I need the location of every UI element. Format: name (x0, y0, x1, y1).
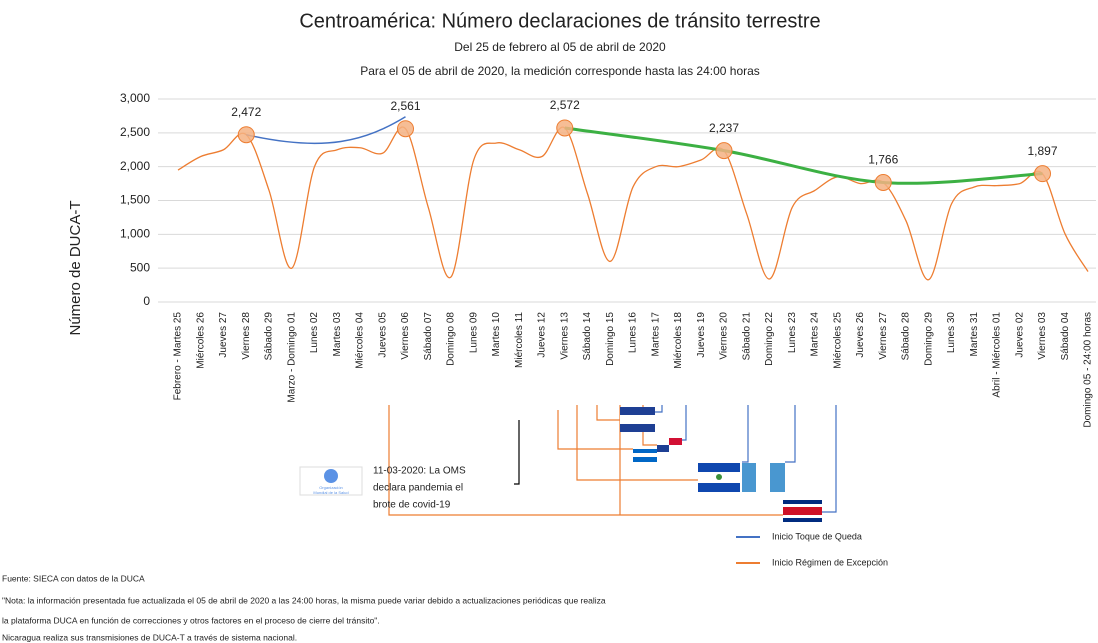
x-tick-label: Martes 03 (332, 312, 343, 357)
chart-note: Para el 05 de abril de 2020, la medición… (360, 64, 760, 78)
x-tick-label: Viernes 13 (559, 312, 570, 360)
annotation: brote de covid-19 (373, 500, 451, 511)
x-tick-label: Viernes 28 (241, 312, 252, 360)
x-tick-label: Domingo 05 - 24:00 horas (1083, 312, 1094, 428)
chart-subtitle: Del 25 de febrero al 05 de abril de 2020 (454, 40, 666, 54)
highlight-marker (397, 120, 414, 138)
footer: "Nota: la información presentada fue act… (2, 595, 606, 605)
x-tick-label: Martes 17 (650, 312, 661, 357)
y-tick-label: 2,000 (120, 159, 150, 173)
x-tick-label: Sábado 07 (423, 312, 434, 361)
data-label: 1,897 (1027, 144, 1057, 158)
highlight-marker (556, 119, 574, 137)
x-tick-label: Viernes 06 (400, 312, 411, 360)
x-tick-label: Miércoles 18 (673, 312, 684, 369)
x-tick-label: Lunes 16 (628, 312, 639, 354)
data-line (177, 126, 1089, 281)
data-label: 2,572 (550, 98, 580, 112)
x-tick-label: Sábado 14 (582, 312, 593, 361)
chart-title: Centroamérica: Número declaraciones de t… (299, 10, 820, 32)
annotation: declara pandemia el (373, 483, 463, 494)
x-tick-label: Martes 10 (491, 312, 502, 357)
connectors (388, 405, 837, 516)
highlight-marker (1034, 165, 1051, 183)
data-label: 2,237 (709, 121, 739, 135)
x-tick-label: Miércoles 04 (355, 312, 366, 369)
flags (299, 407, 822, 522)
legend-label: Inicio Régimen de Excepción (772, 557, 888, 567)
x-tick-label: Lunes 30 (946, 312, 957, 354)
x-tick-label: Miércoles 25 (832, 312, 843, 369)
y-tick-label: 2,500 (120, 125, 150, 139)
y-tick-label: 1,500 (120, 193, 150, 207)
highlight-marker (874, 174, 892, 192)
legend-label: Inicio Toque de Queda (772, 531, 862, 541)
x-tick-label: Febrero - Martes 25 (173, 312, 184, 401)
x-tick-label: Marzo - Domingo 01 (286, 312, 297, 403)
highlight-marker (237, 126, 255, 144)
x-tick-label: Viernes 20 (719, 312, 730, 360)
x-tick-label: Abril - Miércoles 01 (992, 312, 1003, 398)
annotation: 11-03-2020: La OMS (373, 466, 466, 477)
x-tick-label: Martes 24 (810, 312, 821, 357)
footer: Nicaragua realiza sus transmisiones de D… (2, 632, 297, 642)
y-axis-label: Número de DUCA-T (67, 200, 84, 335)
x-tick-label: Viernes 03 (1037, 312, 1048, 360)
trend-line (564, 126, 1043, 185)
logo-text: Organización (319, 485, 343, 490)
y-tick-label: 0 (143, 294, 150, 308)
data-label: 2,561 (390, 99, 420, 113)
logo-text: Mundial de la Salud (313, 490, 348, 495)
y-tick-label: 1,000 (120, 227, 150, 241)
x-tick-label: Sábado 04 (1060, 312, 1071, 361)
x-tick-label: Jueves 02 (1014, 312, 1025, 358)
x-tick-label: Jueves 05 (377, 312, 388, 358)
x-tick-label: Sábado 29 (264, 312, 275, 361)
x-tick-label: Sábado 21 (741, 312, 752, 361)
x-tick-label: Miércoles 11 (514, 312, 525, 368)
trend-line (246, 116, 406, 145)
data-label: 2,472 (231, 105, 261, 119)
x-tick-label: Viernes 27 (878, 312, 889, 360)
footer: la plataforma DUCA en función de correcc… (2, 615, 380, 625)
highlight-marker (715, 142, 733, 160)
x-tick-label: Domingo 29 (923, 312, 934, 366)
x-tick-label: Miércoles 26 (195, 312, 206, 369)
x-tick-label: Jueves 12 (537, 312, 548, 358)
x-tick-label: Lunes 09 (468, 312, 479, 354)
y-tick-label: 3,000 (120, 91, 150, 105)
x-tick-label: Sábado 28 (901, 312, 912, 361)
x-tick-label: Jueves 26 (855, 312, 866, 358)
footer: Fuente: SIECA con datos de la DUCA (2, 573, 145, 583)
x-tick-label: Lunes 23 (787, 312, 798, 354)
x-tick-label: Domingo 15 (605, 312, 616, 366)
y-tick-label: 500 (130, 260, 150, 274)
x-tick-label: Lunes 02 (309, 312, 320, 354)
x-tick-label: Jueves 19 (696, 312, 707, 358)
data-label: 1,766 (868, 153, 898, 167)
x-tick-label: Jueves 27 (218, 312, 229, 358)
x-tick-label: Domingo 22 (764, 312, 775, 366)
x-tick-label: Domingo 08 (446, 312, 457, 366)
x-tick-label: Martes 31 (969, 312, 980, 357)
